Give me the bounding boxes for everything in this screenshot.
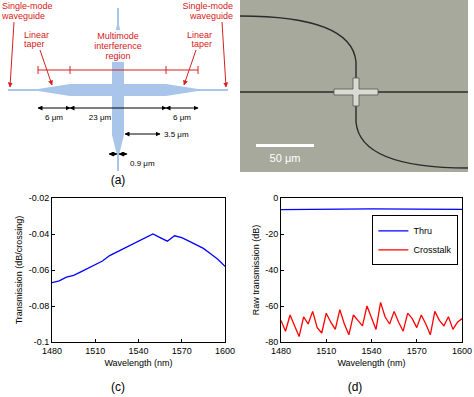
svg-text:1480: 1480 bbox=[42, 346, 62, 356]
svg-text:-0.02: -0.02 bbox=[29, 193, 50, 203]
html-text:(d): (d) bbox=[347, 380, 363, 394]
svg-text:0: 0 bbox=[273, 193, 278, 203]
svg-text:-0.1: -0.1 bbox=[34, 337, 50, 347]
svg-text:-80: -80 bbox=[265, 337, 278, 347]
svg-text:-20: -20 bbox=[265, 229, 278, 239]
svg-text:Lineartaper: Lineartaper bbox=[24, 30, 49, 49]
svg-text:1540: 1540 bbox=[128, 346, 148, 356]
svg-text:Single-modewaveguide: Single-modewaveguide bbox=[1, 1, 53, 21]
svg-text:Transmission (dB/crossing): Transmission (dB/crossing) bbox=[14, 216, 24, 325]
svg-text:1600: 1600 bbox=[452, 346, 472, 356]
svg-text:1480: 1480 bbox=[271, 346, 291, 356]
svg-text:1570: 1570 bbox=[407, 346, 427, 356]
svg-text:6 μm: 6 μm bbox=[45, 113, 63, 122]
svg-text:1600: 1600 bbox=[215, 346, 235, 356]
svg-text:50 μm: 50 μm bbox=[270, 152, 301, 164]
svg-text:Single-modewaveguide: Single-modewaveguide bbox=[182, 1, 233, 21]
svg-text:1510: 1510 bbox=[85, 346, 105, 356]
svg-text:6 μm: 6 μm bbox=[173, 113, 191, 122]
html-text:(a): (a) bbox=[110, 173, 126, 187]
svg-text:1570: 1570 bbox=[172, 346, 192, 356]
svg-text:-40: -40 bbox=[265, 265, 278, 275]
svg-text:0.9 μm: 0.9 μm bbox=[130, 159, 155, 168]
svg-text:Crosstalk: Crosstalk bbox=[413, 245, 451, 255]
svg-text:-60: -60 bbox=[265, 301, 278, 311]
svg-text:-0.04: -0.04 bbox=[29, 229, 50, 239]
svg-text:-0.08: -0.08 bbox=[29, 301, 50, 311]
svg-text:Wavelength (nm): Wavelength (nm) bbox=[337, 358, 405, 368]
svg-text:1510: 1510 bbox=[316, 346, 336, 356]
svg-text:1540: 1540 bbox=[361, 346, 381, 356]
svg-text:-0.06: -0.06 bbox=[29, 265, 50, 275]
svg-text:Raw transmission (dB): Raw transmission (dB) bbox=[251, 225, 261, 316]
html-text:(c): (c) bbox=[111, 380, 125, 394]
svg-text:Wavelength (nm): Wavelength (nm) bbox=[104, 358, 172, 368]
svg-text:23 μm: 23 μm bbox=[89, 113, 112, 122]
svg-text:3.5 μm: 3.5 μm bbox=[164, 130, 189, 139]
svg-text:Thru: Thru bbox=[413, 226, 432, 236]
svg-text:Lineartaper: Lineartaper bbox=[187, 30, 212, 49]
svg-text:Multimodeinterferenceregion: Multimodeinterferenceregion bbox=[94, 31, 142, 61]
